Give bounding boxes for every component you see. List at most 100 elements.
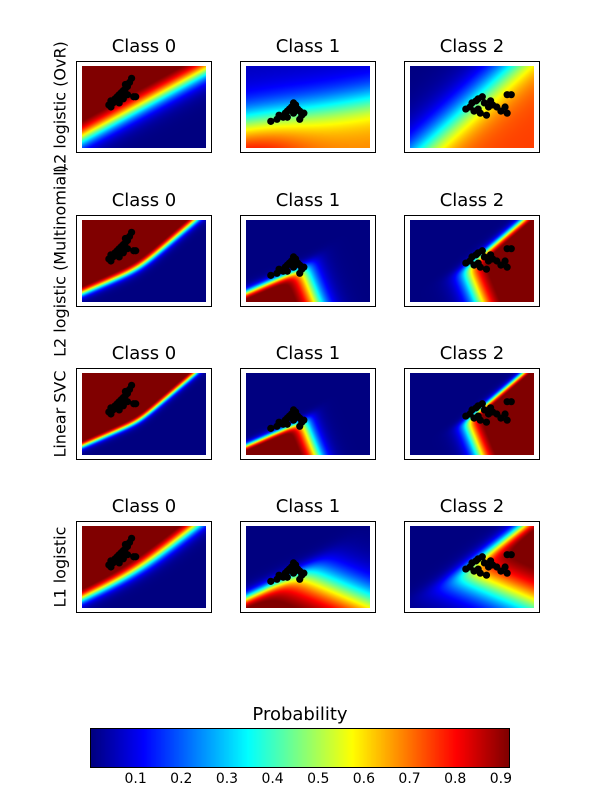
- data-point: [478, 400, 486, 408]
- data-point: [292, 410, 300, 418]
- data-point: [487, 404, 495, 412]
- data-point: [487, 557, 495, 565]
- probability-panel: [404, 215, 540, 307]
- data-point: [300, 109, 308, 117]
- scatter-points: [267, 99, 308, 125]
- probability-panel: [76, 215, 212, 307]
- data-point: [501, 410, 509, 418]
- panel-title: Class 2: [439, 36, 505, 57]
- probability-panel: [404, 61, 540, 153]
- data-point: [300, 569, 308, 577]
- data-point: [107, 563, 115, 571]
- probability-heatmap: [82, 526, 206, 608]
- scatter-points: [105, 74, 140, 111]
- data-point: [132, 247, 140, 255]
- data-point: [128, 381, 136, 389]
- scatter-points: [462, 551, 515, 579]
- data-point: [296, 575, 304, 583]
- probability-panel: [76, 368, 212, 460]
- panel-title: Class 1: [275, 343, 341, 364]
- probability-heatmap: [82, 66, 206, 148]
- panel-title: Class 2: [439, 343, 505, 364]
- colorbar-tick-label: 0.8: [444, 771, 467, 787]
- data-point: [267, 117, 275, 125]
- colorbar-gradient: [91, 729, 509, 767]
- data-point: [128, 74, 136, 82]
- data-point: [501, 563, 509, 571]
- data-point: [123, 398, 132, 406]
- data-point: [107, 410, 115, 418]
- colorbar-tick-label: 0.9: [489, 771, 512, 787]
- data-point: [283, 113, 291, 121]
- colorbar-tick-label: 0.5: [307, 771, 330, 787]
- data-point: [117, 93, 125, 101]
- data-point: [289, 569, 298, 577]
- probability-panel: [240, 215, 376, 307]
- data-point: [507, 398, 515, 406]
- scatter-points: [105, 534, 140, 571]
- data-point: [283, 573, 291, 581]
- probability-panel: [76, 521, 212, 613]
- data-point: [474, 259, 482, 267]
- panel-title: Class 1: [275, 36, 341, 57]
- data-point: [132, 400, 140, 408]
- colorbar-tick-label: 0.1: [124, 771, 147, 787]
- probability-heatmap: [246, 220, 370, 302]
- data-point: [132, 93, 140, 101]
- data-point: [482, 111, 491, 119]
- colorbar-tick-label: 0.4: [261, 771, 284, 787]
- panel-title: Class 0: [111, 496, 177, 517]
- data-point: [296, 115, 304, 123]
- data-point: [267, 577, 275, 585]
- data-point: [283, 267, 291, 275]
- data-point: [296, 269, 304, 277]
- data-point: [123, 245, 132, 253]
- data-point: [107, 103, 115, 111]
- data-point: [478, 247, 486, 255]
- colorbar-title: Probability: [252, 704, 348, 725]
- panel-title: Class 0: [111, 343, 177, 364]
- probability-panel: [76, 61, 212, 153]
- probability-panel: [240, 61, 376, 153]
- data-point: [300, 263, 308, 271]
- data-point: [128, 228, 136, 236]
- scatter-points: [462, 398, 515, 426]
- data-point: [267, 424, 275, 432]
- probability-panel: [404, 368, 540, 460]
- data-point: [507, 91, 515, 99]
- colorbar-tick-label: 0.3: [215, 771, 239, 787]
- data-point: [115, 559, 123, 567]
- data-point: [123, 91, 132, 99]
- data-point: [292, 257, 300, 265]
- data-point: [503, 569, 511, 577]
- scatter-points: [267, 559, 308, 585]
- data-point: [132, 553, 140, 561]
- data-point: [474, 105, 482, 113]
- scatter-points: [462, 245, 515, 273]
- colorbar-tick-label: 0.2: [170, 771, 193, 787]
- data-point: [117, 400, 125, 408]
- panel-title: Class 0: [111, 190, 177, 211]
- data-point: [121, 234, 129, 243]
- colorbar-tick-label: 0.6: [352, 771, 376, 787]
- scatter-points: [267, 406, 308, 432]
- probability-heatmap: [246, 526, 370, 608]
- data-point: [482, 265, 491, 273]
- data-point: [267, 271, 275, 279]
- data-point: [503, 263, 511, 271]
- probability-heatmap: [246, 373, 370, 455]
- data-point: [507, 551, 515, 559]
- probability-heatmap: [82, 220, 206, 302]
- panel-title: Class 2: [439, 496, 505, 517]
- row-label: Linear SVC: [50, 370, 70, 458]
- data-point: [300, 416, 308, 424]
- data-point: [289, 109, 298, 117]
- colorbar: [90, 728, 510, 768]
- data-point: [115, 99, 123, 107]
- panel-title: Class 0: [111, 36, 177, 57]
- data-point: [503, 109, 511, 117]
- data-point: [503, 416, 511, 424]
- scatter-points: [105, 381, 140, 418]
- scatter-points: [105, 228, 140, 265]
- data-point: [292, 103, 300, 111]
